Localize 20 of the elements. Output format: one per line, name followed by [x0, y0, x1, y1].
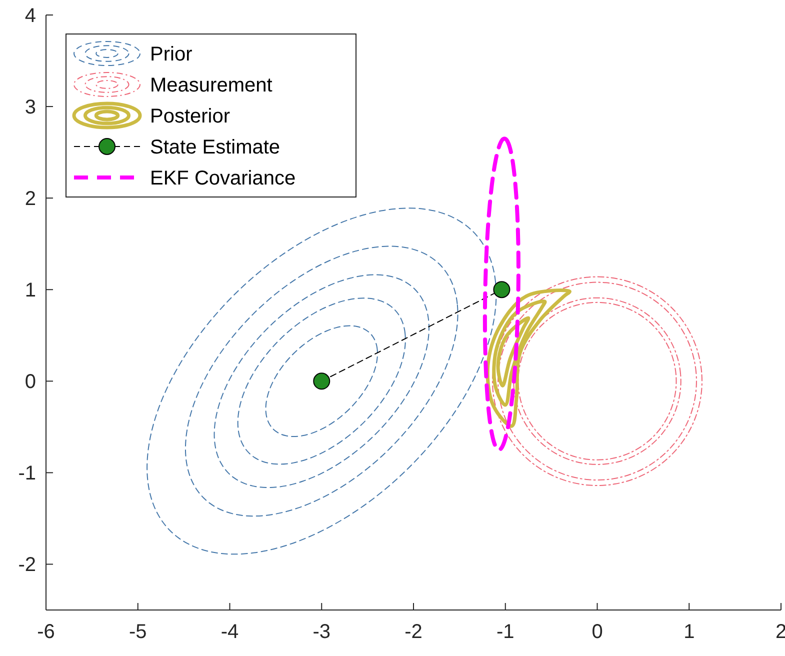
x-tick-label: -5 — [128, 621, 147, 643]
y-tick-label: -2 — [18, 554, 36, 576]
y-tick-label: 4 — [24, 5, 36, 27]
x-tick-label: -4 — [220, 621, 239, 643]
y-tick-label: 0 — [24, 371, 36, 394]
legend-label: State Estimate — [150, 136, 280, 158]
legend-label: Prior — [150, 44, 193, 66]
x-tick-label: -2 — [404, 621, 422, 643]
x-tick-label: 0 — [592, 621, 603, 643]
x-tick-label: -1 — [496, 621, 514, 643]
x-tick-label: -3 — [312, 621, 331, 643]
legend-label: EKF Covariance — [150, 168, 296, 190]
x-tick-label: 1 — [684, 621, 695, 643]
legend-label: Posterior — [150, 106, 230, 128]
y-tick-label: 1 — [24, 280, 36, 302]
y-tick-label: 3 — [24, 96, 36, 119]
y-tick-label: 2 — [24, 188, 36, 210]
legend-label: Measurement — [150, 74, 273, 96]
x-tick-label: -6 — [37, 621, 55, 643]
y-tick-label: -1 — [18, 462, 36, 485]
